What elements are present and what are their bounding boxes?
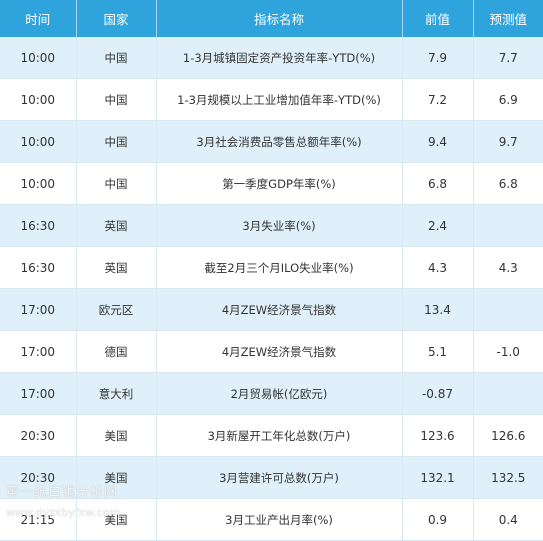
cell-time: 10:00 [0,162,77,205]
cell-time: 16:30 [0,204,77,247]
cell-country: 英国 [76,246,157,289]
cell-forecast: 0.4 [473,498,543,541]
cell-time: 20:30 [0,456,77,499]
table-row: 16:30 英国 截至2月三个月ILO失业率(%) 4.3 4.3 [0,246,543,289]
table-row: 10:00 中国 1-3月规模以上工业增加值年率-YTD(%) 7.2 6.9 [0,78,543,121]
cell-forecast: 7.7 [473,37,543,79]
cell-forecast: 6.8 [473,162,543,205]
cell-indicator-name: 3月社会消费品零售总额年率(%) [156,120,403,163]
cell-forecast: 132.5 [473,456,543,499]
table-row: 17:00 德国 4月ZEW经济景气指数 5.1 -1.0 [0,330,543,373]
cell-country: 中国 [76,37,157,79]
cell-forecast: 6.9 [473,78,543,121]
cell-time: 10:00 [0,78,77,121]
cell-country: 欧元区 [76,288,157,331]
header-previous: 前值 [402,0,474,37]
cell-indicator-name: 2月贸易帐(亿欧元) [156,372,403,415]
cell-country: 意大利 [76,372,157,415]
cell-previous: 9.4 [402,120,474,163]
table-body: 10:00 中国 1-3月城镇固定资产投资年率-YTD(%) 7.9 7.7 1… [0,37,543,541]
cell-country: 美国 [76,498,157,541]
cell-previous: 7.2 [402,78,474,121]
cell-country: 中国 [76,162,157,205]
cell-previous: 13.4 [402,288,474,331]
cell-forecast: 9.7 [473,120,543,163]
header-time: 时间 [0,0,77,37]
header-row: 时间 国家 指标名称 前值 预测值 [0,0,543,37]
header-indicator-name: 指标名称 [156,0,403,37]
cell-indicator-name: 4月ZEW经济景气指数 [156,288,403,331]
cell-forecast: -1.0 [473,330,543,373]
table-row: 17:00 欧元区 4月ZEW经济景气指数 13.4 [0,288,543,331]
table-row: 20:30 美国 3月营建许可总数(万户) 132.1 132.5 [0,456,543,499]
cell-previous: 132.1 [402,456,474,499]
cell-time: 16:30 [0,246,77,289]
cell-time: 21:15 [0,498,77,541]
cell-time: 10:00 [0,37,77,79]
cell-forecast [473,372,543,415]
cell-country: 中国 [76,78,157,121]
cell-forecast [473,288,543,331]
cell-country: 美国 [76,414,157,457]
cell-indicator-name: 截至2月三个月ILO失业率(%) [156,246,403,289]
cell-time: 10:00 [0,120,77,163]
cell-previous: 6.8 [402,162,474,205]
table-row: 16:30 英国 3月失业率(%) 2.4 [0,204,543,247]
table-row: 10:00 中国 3月社会消费品零售总额年率(%) 9.4 9.7 [0,120,543,163]
header-forecast: 预测值 [473,0,543,37]
cell-time: 20:30 [0,414,77,457]
cell-forecast: 4.3 [473,246,543,289]
cell-indicator-name: 1-3月规模以上工业增加值年率-YTD(%) [156,78,403,121]
cell-previous: 7.9 [402,37,474,79]
cell-country: 美国 [76,456,157,499]
cell-previous: 5.1 [402,330,474,373]
table-row: 17:00 意大利 2月贸易帐(亿欧元) -0.87 [0,372,543,415]
table-header: 时间 国家 指标名称 前值 预测值 [0,0,543,37]
cell-time: 17:00 [0,372,77,415]
cell-previous: 0.9 [402,498,474,541]
cell-indicator-name: 3月新屋开工年化总数(万户) [156,414,403,457]
cell-indicator-name: 3月失业率(%) [156,204,403,247]
header-country: 国家 [76,0,157,37]
cell-indicator-name: 1-3月城镇固定资产投资年率-YTD(%) [156,37,403,79]
cell-country: 英国 [76,204,157,247]
cell-previous: 123.6 [402,414,474,457]
cell-previous: -0.87 [402,372,474,415]
cell-time: 17:00 [0,288,77,331]
table-row: 10:00 中国 第一季度GDP年率(%) 6.8 6.8 [0,162,543,205]
cell-indicator-name: 4月ZEW经济景气指数 [156,330,403,373]
cell-indicator-name: 3月工业产出月率(%) [156,498,403,541]
cell-indicator-name: 第一季度GDP年率(%) [156,162,403,205]
cell-forecast [473,204,543,247]
cell-country: 中国 [76,120,157,163]
cell-country: 德国 [76,330,157,373]
cell-indicator-name: 3月营建许可总数(万户) [156,456,403,499]
table-row: 21:15 美国 3月工业产出月率(%) 0.9 0.4 [0,498,543,541]
cell-previous: 4.3 [402,246,474,289]
cell-previous: 2.4 [402,204,474,247]
cell-time: 17:00 [0,330,77,373]
table-row: 10:00 中国 1-3月城镇固定资产投资年率-YTD(%) 7.9 7.7 [0,37,543,79]
table-row: 20:30 美国 3月新屋开工年化总数(万户) 123.6 126.6 [0,414,543,457]
cell-forecast: 126.6 [473,414,543,457]
